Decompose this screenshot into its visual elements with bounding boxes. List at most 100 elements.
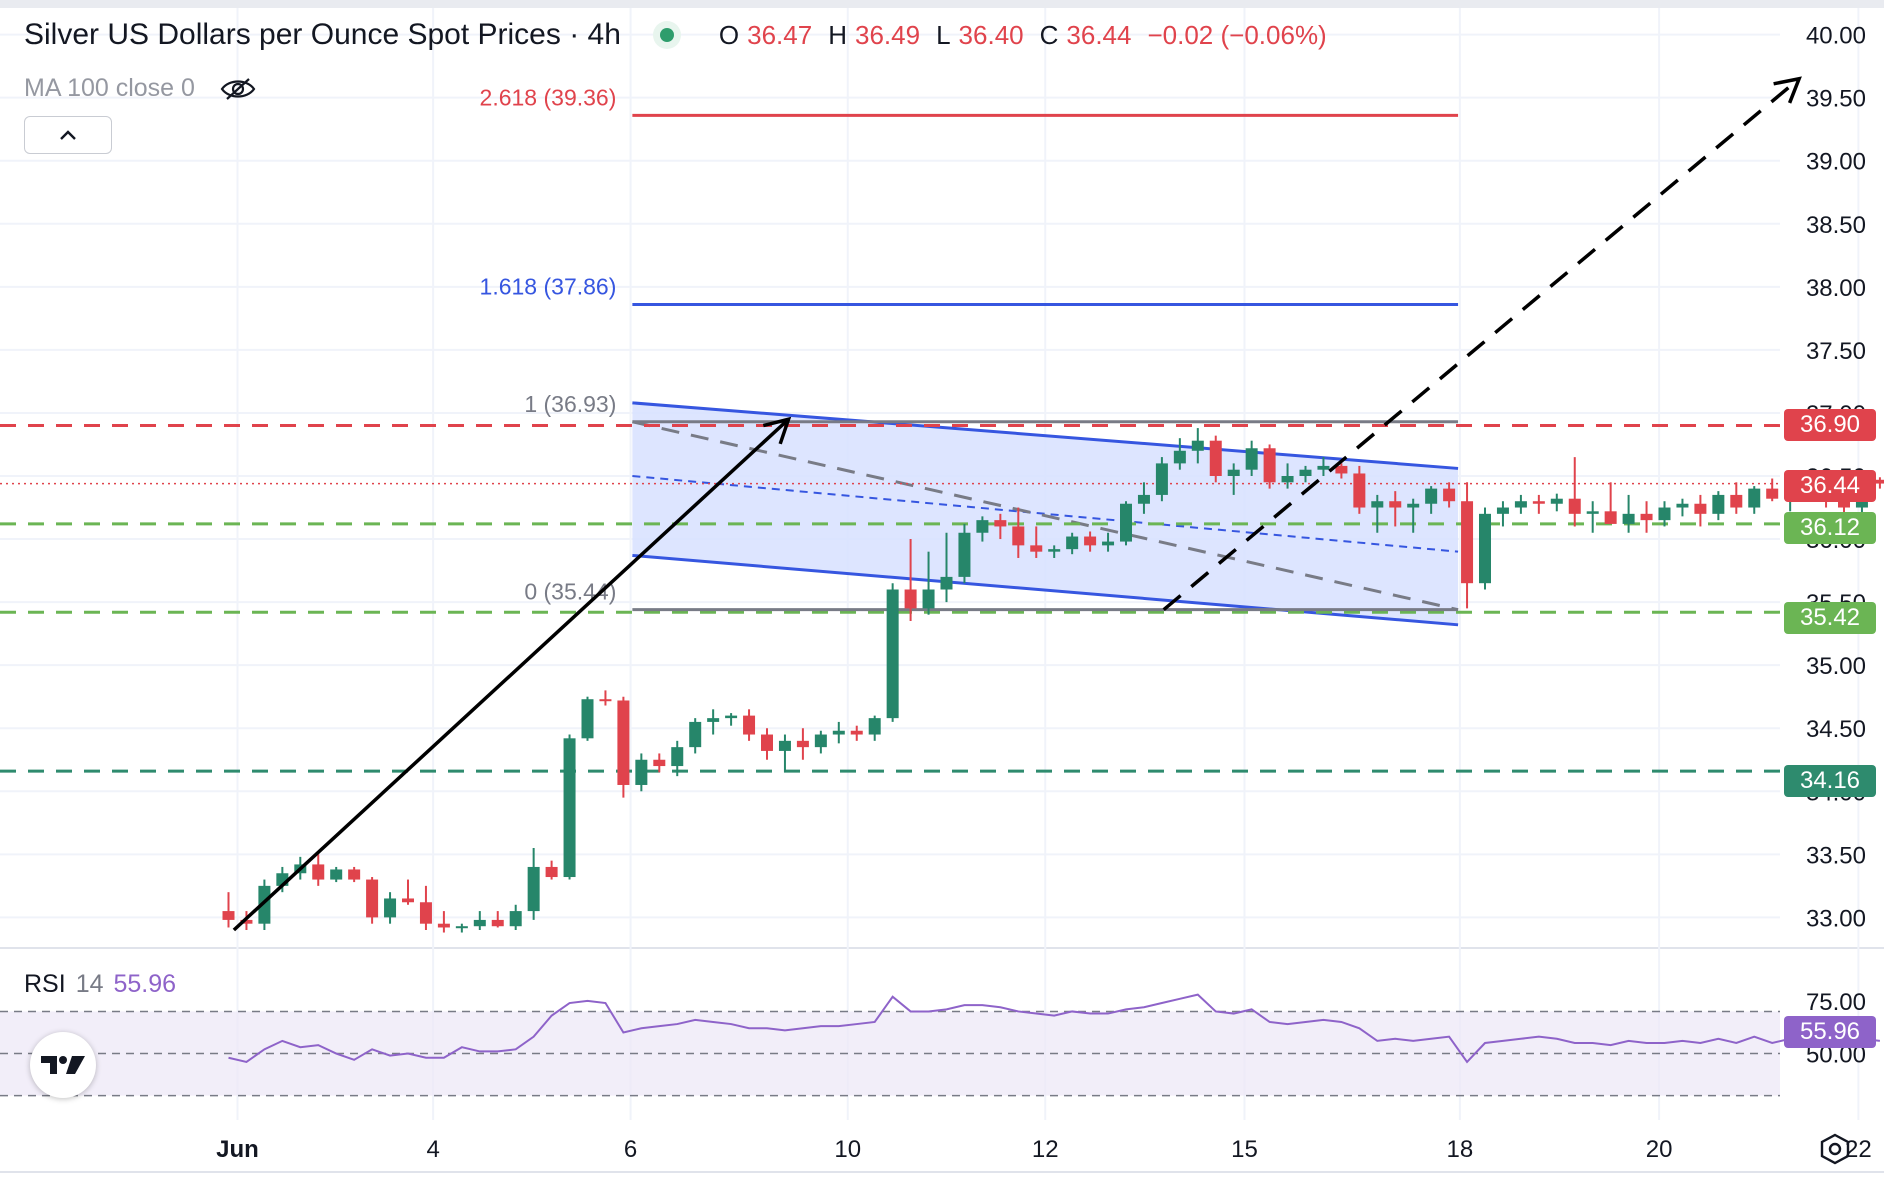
fib-level-label: 2.618 (39.36): [480, 84, 617, 110]
x-tick-label: 15: [1231, 1136, 1258, 1163]
rsi-tick-label: 75.00: [1806, 989, 1866, 1016]
open-label: O: [718, 19, 740, 50]
indicator-legend[interactable]: MA 100 close 0: [24, 74, 257, 103]
candle-body: [1137, 494, 1150, 504]
candle-body: [1389, 501, 1402, 508]
candle-body: [1479, 513, 1491, 584]
y-tick-label: 37.50: [1806, 338, 1866, 365]
candle-body: [707, 718, 720, 722]
candle-body: [635, 759, 648, 785]
candle-body: [1658, 507, 1671, 521]
candle-body: [473, 919, 486, 927]
x-tick-label: 22: [1845, 1136, 1872, 1163]
rsi-name: RSI: [24, 970, 66, 998]
candle-body: [1425, 488, 1438, 504]
candle-body: [1084, 536, 1097, 546]
high-value: 36.49: [855, 19, 921, 50]
candle-body: [671, 747, 684, 767]
candle-body: [1748, 488, 1761, 508]
candle-body: [258, 885, 271, 924]
candle-body: [1227, 469, 1240, 476]
rsi-legend[interactable]: RSI 14 55.96: [24, 970, 176, 999]
candle-body: [1012, 526, 1025, 546]
x-tick-label: 12: [1032, 1136, 1059, 1163]
candle-body: [1191, 440, 1204, 451]
candle-body: [527, 866, 540, 912]
y-tick-label: 40.00: [1806, 23, 1866, 50]
chart-header: Silver US Dollars per Ounce Spot Prices …: [24, 18, 1335, 52]
candle-body: [1317, 465, 1330, 470]
candle-body: [832, 730, 845, 735]
candle-body: [1281, 476, 1294, 483]
candle-body: [1461, 501, 1474, 584]
candle-body: [1676, 503, 1689, 508]
price-tag-last: 36.44: [1784, 470, 1876, 502]
candle-body: [922, 589, 935, 609]
change-value: −0.02 (−0.06%): [1147, 19, 1327, 50]
candle-body: [1407, 503, 1420, 508]
y-tick-label: 39.00: [1806, 149, 1866, 176]
candle-body: [455, 926, 468, 929]
candle-body: [761, 734, 773, 751]
candle-body: [384, 898, 397, 918]
high-label: H: [828, 19, 847, 50]
candle-body: [1066, 536, 1079, 550]
symbol-title[interactable]: Silver US Dollars per Ounce Spot Prices …: [24, 18, 621, 51]
candle-body: [1120, 503, 1132, 542]
candle-body: [653, 759, 666, 767]
price-tag-rsi: 55.96: [1784, 1016, 1876, 1048]
chevron-up-icon: [60, 130, 76, 140]
candle-body: [348, 869, 361, 880]
candle-body: [545, 866, 558, 878]
candle-body: [330, 869, 343, 880]
rsi-line-series: [228, 993, 1881, 1064]
gear-icon[interactable]: [1818, 1132, 1852, 1166]
candle-body: [1335, 465, 1348, 474]
candle-body: [1514, 501, 1527, 508]
candle-body: [1604, 511, 1617, 524]
candle-body: [509, 911, 522, 927]
candle-body: [1622, 513, 1635, 524]
x-tick-label: 20: [1646, 1136, 1673, 1163]
channel-upper-line: [632, 401, 1459, 470]
candle-body: [814, 734, 827, 748]
x-tick-label: 6: [624, 1136, 637, 1163]
candle-body: [1838, 501, 1850, 508]
top-border: [0, 0, 1884, 8]
y-tick-label: 38.50: [1806, 212, 1866, 239]
candle-body: [725, 715, 738, 719]
candle-body: [1712, 494, 1725, 514]
candle-body: [1102, 541, 1115, 546]
channel-midline: [632, 475, 1459, 553]
candle-body: [366, 879, 379, 918]
fib-level-label: 1 (36.93): [524, 391, 616, 417]
low-label: L: [936, 19, 951, 50]
y-tick-label: 35.00: [1806, 653, 1866, 680]
x-tick-label: Jun: [216, 1136, 259, 1163]
x-tick-label: 10: [834, 1136, 861, 1163]
candle-body: [1550, 498, 1563, 504]
trend-arrow-line: [232, 417, 790, 932]
close-value: 36.44: [1066, 19, 1132, 50]
tradingview-logo[interactable]: [30, 1032, 96, 1098]
eye-hidden-icon[interactable]: [219, 76, 257, 102]
low-value: 36.40: [958, 19, 1024, 50]
candle-body: [491, 919, 504, 927]
candle-body: [599, 699, 612, 702]
candle-body: [743, 715, 756, 735]
fib-level-label: 1.618 (37.86): [480, 273, 617, 299]
candle-body: [994, 520, 1007, 527]
candle-body: [1155, 463, 1168, 495]
rsi-param: 14: [75, 970, 104, 998]
candle-body: [886, 589, 899, 719]
price-tag-support-3: 34.16: [1784, 765, 1876, 797]
close-label: C: [1039, 19, 1059, 50]
candle-body: [868, 718, 881, 735]
y-tick-label: 39.50: [1806, 86, 1866, 113]
candle-body: [1496, 507, 1509, 514]
collapse-legend-button[interactable]: [24, 116, 112, 154]
candle-body: [1640, 513, 1653, 521]
y-tick-label: 38.00: [1806, 275, 1866, 302]
candle-body: [689, 721, 702, 748]
